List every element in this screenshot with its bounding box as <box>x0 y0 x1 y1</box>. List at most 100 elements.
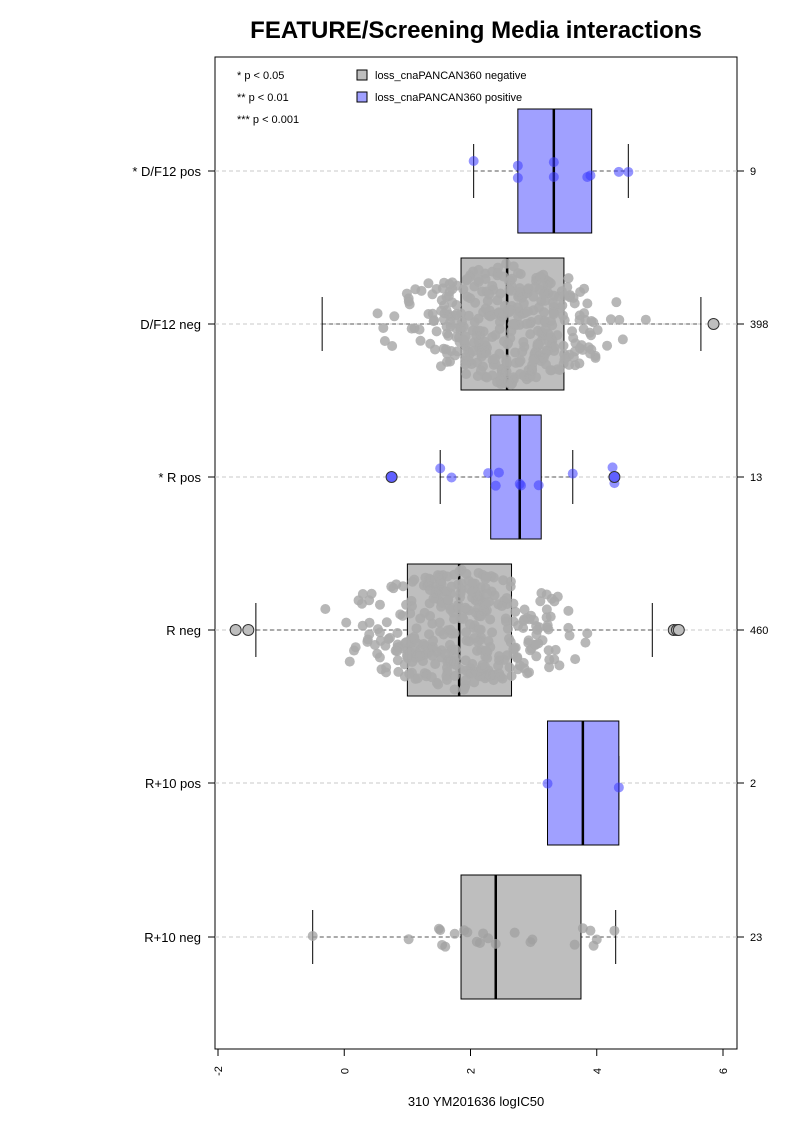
data-point <box>427 289 438 300</box>
data-point <box>582 171 593 182</box>
data-point <box>508 261 519 272</box>
data-point <box>449 684 460 695</box>
data-point <box>430 659 441 670</box>
data-point <box>461 274 472 285</box>
data-point <box>585 348 596 359</box>
data-point <box>485 311 496 322</box>
data-point <box>501 593 512 604</box>
data-point <box>428 635 439 646</box>
data-point <box>481 588 492 599</box>
data-point <box>509 643 520 654</box>
data-point <box>481 372 492 383</box>
outlier-point <box>385 471 398 483</box>
data-point <box>525 329 536 340</box>
data-point <box>545 278 556 289</box>
data-point <box>473 313 484 324</box>
data-point <box>602 340 613 351</box>
data-point <box>480 303 491 314</box>
significance-legend-entry: *** p < 0.001 <box>237 114 299 126</box>
data-point <box>505 379 516 390</box>
data-point <box>585 925 596 936</box>
data-point <box>466 586 477 597</box>
x-tick-label: 0 <box>339 1068 351 1074</box>
data-point <box>613 782 624 793</box>
group-label: * R pos <box>158 470 201 485</box>
data-point <box>579 283 590 294</box>
data-point <box>362 636 373 647</box>
data-point <box>512 652 523 663</box>
data-point <box>611 297 622 308</box>
data-point <box>495 671 506 682</box>
data-point <box>388 583 399 594</box>
data-point <box>563 273 574 284</box>
x-axis-label: 310 YM201636 logIC50 <box>408 1094 544 1109</box>
data-point <box>501 358 512 369</box>
data-point <box>490 938 501 949</box>
data-point <box>487 627 498 638</box>
data-point <box>494 323 505 334</box>
x-tick-label: -2 <box>213 1066 225 1076</box>
data-point <box>552 591 563 602</box>
data-point <box>395 609 406 620</box>
x-tick-label: 2 <box>466 1068 478 1074</box>
data-point <box>341 617 352 628</box>
significance-legend-entry: ** p < 0.01 <box>237 92 289 104</box>
data-point <box>492 295 503 306</box>
data-point <box>383 633 394 644</box>
data-point <box>533 302 544 313</box>
data-point <box>574 315 585 326</box>
data-point <box>473 567 484 578</box>
data-point <box>541 612 552 623</box>
data-point <box>485 670 496 681</box>
data-point <box>623 166 634 177</box>
data-point <box>617 334 628 345</box>
data-point <box>607 462 618 473</box>
data-point <box>508 598 519 609</box>
data-point <box>452 346 463 357</box>
data-point <box>531 651 542 662</box>
data-point <box>378 322 389 333</box>
x-tick-label: 4 <box>592 1068 604 1074</box>
data-point <box>403 296 414 307</box>
data-point <box>557 300 568 311</box>
data-point <box>474 325 485 336</box>
legend: * p < 0.05 ** p < 0.01 *** p < 0.001 loss_c… <box>237 69 526 126</box>
data-point <box>502 623 513 634</box>
data-point <box>369 639 380 650</box>
data-point <box>460 359 471 370</box>
data-point <box>467 325 478 336</box>
data-point <box>548 157 559 168</box>
data-point <box>541 604 552 615</box>
data-point <box>444 279 455 290</box>
data-point <box>493 467 504 478</box>
data-point <box>461 369 472 380</box>
data-point <box>381 662 392 673</box>
data-point <box>423 580 434 591</box>
data-point <box>391 646 402 657</box>
data-point <box>518 657 529 668</box>
data-point <box>564 630 575 641</box>
box <box>460 874 582 1000</box>
data-point <box>484 289 495 300</box>
data-point <box>427 618 438 629</box>
data-point <box>420 572 431 583</box>
data-point <box>504 662 515 673</box>
data-point <box>515 355 526 366</box>
data-point <box>512 172 523 183</box>
data-point <box>356 598 367 609</box>
data-point <box>469 632 480 643</box>
group-label: R+10 pos <box>145 776 202 791</box>
data-point <box>415 335 426 346</box>
data-point <box>481 645 492 656</box>
data-point <box>574 343 585 354</box>
data-point <box>436 295 447 306</box>
data-point <box>493 660 504 671</box>
data-point <box>489 353 500 364</box>
data-point <box>517 346 528 357</box>
data-point <box>461 627 472 638</box>
data-point <box>428 316 439 327</box>
data-point <box>474 624 485 635</box>
data-point <box>542 620 553 631</box>
data-point <box>372 308 383 319</box>
